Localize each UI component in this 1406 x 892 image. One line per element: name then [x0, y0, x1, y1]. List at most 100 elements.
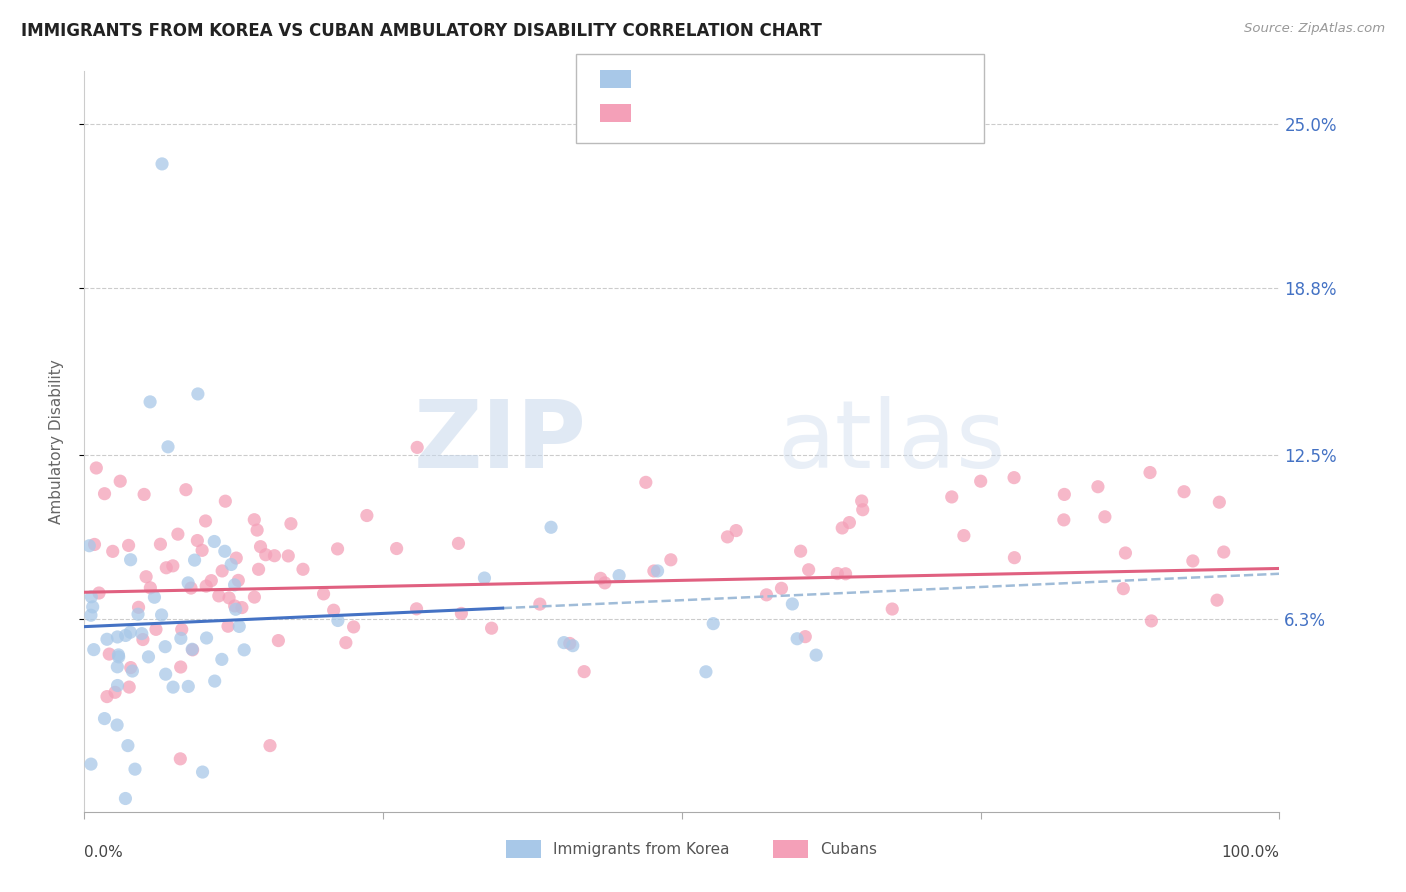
Text: 106: 106: [793, 103, 827, 117]
Point: [280, 516, 302, 531]
Point: [96, 690, 118, 704]
Point: [385, 541, 408, 556]
Point: [204, 674, 226, 689]
Point: [200, 574, 222, 588]
Point: [291, 562, 314, 576]
Point: [450, 607, 472, 621]
Point: [659, 553, 682, 567]
Point: [214, 494, 236, 508]
Point: [607, 568, 630, 582]
Point: [169, 752, 191, 766]
Point: [1053, 513, 1076, 527]
Point: [117, 739, 139, 753]
Point: [770, 582, 793, 596]
Point: [1114, 546, 1136, 560]
Point: [702, 616, 724, 631]
Point: [851, 494, 873, 508]
Point: [105, 718, 128, 732]
Point: [132, 632, 155, 647]
Point: [191, 765, 214, 780]
Text: 61: 61: [793, 69, 821, 83]
Point: [135, 570, 157, 584]
Point: [782, 597, 804, 611]
Text: 0.025: 0.025: [688, 69, 738, 83]
Point: [211, 652, 233, 666]
Point: [725, 524, 748, 538]
Text: atlas: atlas: [778, 395, 1005, 488]
Point: [145, 623, 167, 637]
Point: [1002, 470, 1025, 484]
Point: [110, 474, 132, 488]
Point: [131, 626, 153, 640]
Point: [1173, 484, 1195, 499]
Point: [312, 587, 335, 601]
Point: [80, 757, 103, 772]
Point: [79, 539, 101, 553]
Point: [405, 602, 427, 616]
Point: [162, 680, 184, 694]
Point: [794, 630, 817, 644]
Point: [219, 558, 242, 572]
Point: [882, 602, 904, 616]
Point: [831, 521, 853, 535]
Text: 0.0%: 0.0%: [84, 845, 124, 860]
Point: [277, 549, 299, 563]
Point: [86, 461, 108, 475]
Point: [180, 581, 202, 595]
Point: [540, 520, 562, 534]
Point: [834, 566, 856, 581]
Point: [1094, 509, 1116, 524]
Point: [1053, 487, 1076, 501]
Y-axis label: Ambulatory Disability: Ambulatory Disability: [49, 359, 63, 524]
Point: [191, 543, 214, 558]
Point: [143, 591, 166, 605]
Point: [335, 635, 357, 649]
Point: [121, 664, 143, 678]
Text: IMMIGRANTS FROM KOREA VS CUBAN AMBULATORY DISABILITY CORRELATION CHART: IMMIGRANTS FROM KOREA VS CUBAN AMBULATOR…: [21, 22, 823, 40]
Point: [233, 643, 256, 657]
Point: [170, 623, 193, 637]
Point: [138, 649, 160, 664]
Point: [254, 548, 277, 562]
Point: [114, 791, 136, 805]
Point: [149, 537, 172, 551]
Text: R =: R =: [645, 103, 681, 117]
Point: [186, 533, 208, 548]
Text: Source: ZipAtlas.com: Source: ZipAtlas.com: [1244, 22, 1385, 36]
Point: [593, 575, 616, 590]
Point: [838, 516, 860, 530]
Point: [695, 665, 717, 679]
Point: [716, 530, 738, 544]
Point: [789, 544, 811, 558]
Point: [243, 590, 266, 604]
Point: [1208, 495, 1230, 509]
Point: [406, 441, 429, 455]
Point: [225, 551, 247, 566]
Point: [153, 640, 176, 654]
Point: [87, 586, 110, 600]
Point: [572, 665, 595, 679]
Point: [322, 603, 344, 617]
Point: [225, 602, 247, 616]
Point: [953, 528, 976, 542]
Point: [827, 566, 849, 581]
Point: [150, 157, 173, 171]
Point: [98, 647, 121, 661]
Text: Cubans: Cubans: [820, 842, 877, 856]
Point: [356, 508, 378, 523]
Point: [107, 649, 129, 664]
Point: [217, 619, 239, 633]
Text: 100.0%: 100.0%: [1222, 845, 1279, 860]
Point: [226, 574, 249, 588]
Text: Immigrants from Korea: Immigrants from Korea: [553, 842, 730, 856]
Point: [224, 599, 246, 613]
Point: [157, 440, 180, 454]
Text: N =: N =: [751, 103, 787, 117]
Point: [167, 527, 190, 541]
Point: [224, 578, 246, 592]
Point: [187, 387, 209, 401]
Point: [228, 619, 250, 633]
Point: [561, 639, 583, 653]
Point: [1002, 550, 1025, 565]
Point: [1140, 614, 1163, 628]
